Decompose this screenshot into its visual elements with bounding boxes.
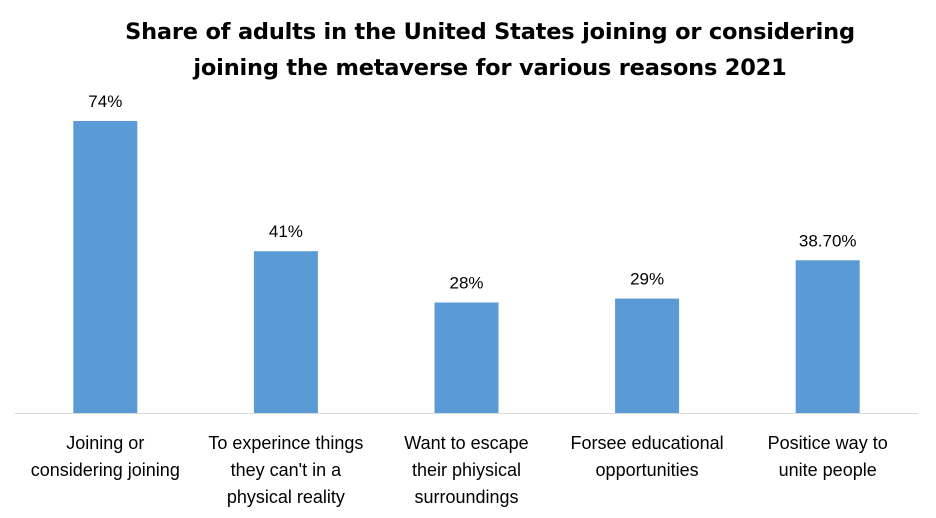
x-tick-label-1: To experince things they can't in a physic…: [208, 433, 363, 507]
data-label-3: 29%: [630, 270, 664, 289]
data-label-4: 38.70%: [799, 231, 857, 250]
x-tick-label-4: Positice way to unite people: [768, 433, 888, 480]
chart-title-line-1: Share of adults in the United States joi…: [125, 19, 855, 45]
data-label-1: 41%: [269, 222, 303, 241]
bar-1: [253, 251, 318, 413]
x-tick-label-0: Joining or considering joining: [31, 433, 180, 480]
data-label-0: 74%: [88, 92, 122, 111]
bar-4: [795, 260, 860, 413]
x-tick-label-3: Forsee educational opportunities: [571, 433, 724, 480]
x-tick-label-2: Want to escape their phiysical surrounding…: [404, 433, 528, 507]
bar-3: [615, 298, 680, 413]
chart-title-line-2: joining the metaverse for various reason…: [193, 55, 787, 81]
data-label-2: 28%: [449, 274, 483, 293]
bar-0: [73, 121, 138, 413]
bar-2: [434, 302, 499, 413]
chart-title: Share of adults in the United States joi…: [90, 14, 890, 86]
